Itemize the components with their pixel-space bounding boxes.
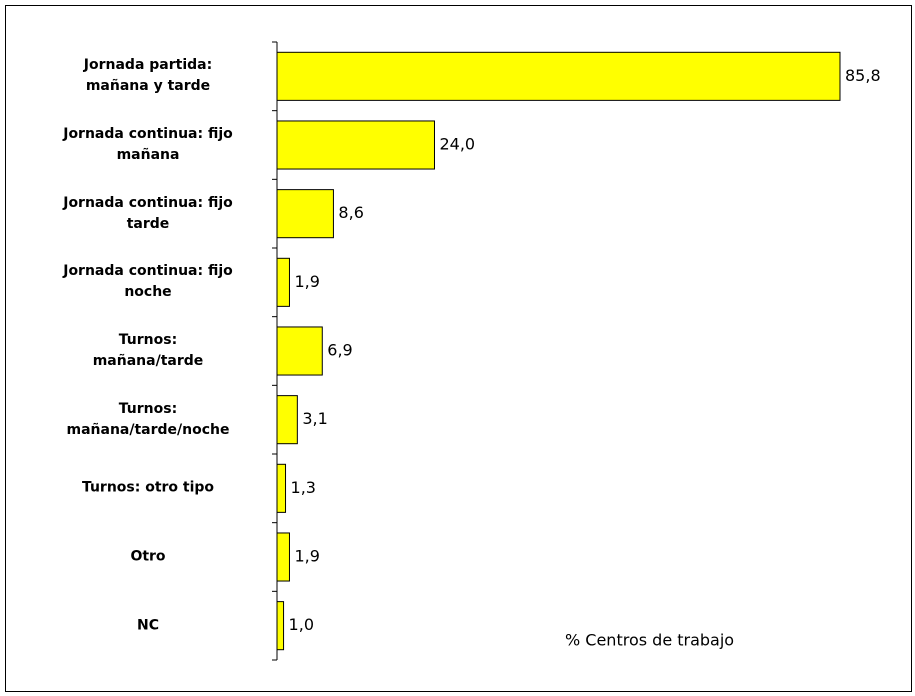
bar	[276, 189, 334, 239]
value-label: 1,0	[289, 615, 314, 634]
bar	[276, 463, 287, 513]
value-label: 24,0	[439, 135, 475, 154]
value-label: 85,8	[845, 66, 881, 85]
value-label: 1,9	[294, 272, 319, 291]
value-label: 1,9	[294, 547, 319, 566]
category-label: Jornada continua: fijo tarde	[63, 194, 233, 232]
category-label: Turnos: otro tipo	[81, 479, 215, 496]
axis-label: % Centros de trabajo	[565, 631, 734, 650]
bar	[276, 51, 841, 101]
category-label: Jornada continua: fijo mañana	[63, 126, 233, 163]
category-label: NC	[137, 617, 159, 634]
bar	[276, 395, 298, 445]
value-label: 6,9	[327, 341, 352, 360]
value-label: 8,6	[338, 203, 363, 222]
bar	[276, 601, 285, 651]
category-label: Turnos: mañana/tarde	[92, 332, 204, 369]
value-label: 3,1	[302, 409, 327, 428]
category-label: Jornada continua: fijo noche	[63, 263, 233, 301]
value-label: 1,3	[291, 478, 316, 497]
bar	[276, 532, 290, 582]
bar	[276, 326, 323, 376]
category-label: Jornada partida: mañana y tarde	[83, 57, 213, 95]
bar	[276, 120, 435, 170]
bar	[276, 257, 290, 307]
category-label: Turnos: mañana/tarde/noche	[66, 400, 230, 438]
frame	[5, 5, 912, 692]
category-label: Otro	[130, 548, 166, 565]
